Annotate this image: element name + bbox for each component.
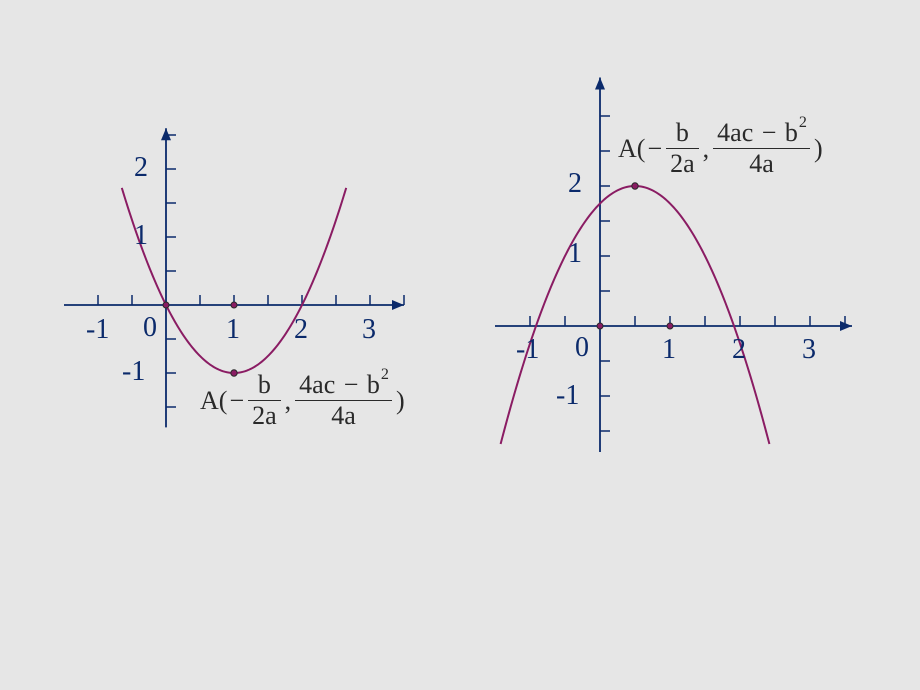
- x-tick-label: 2: [294, 314, 308, 346]
- exponent: 2: [799, 114, 807, 131]
- origin-label: 0: [575, 332, 589, 364]
- numerator: 4ac − b2: [713, 118, 810, 148]
- num-part: b: [367, 370, 380, 399]
- left-parabola-plot: [0, 0, 460, 520]
- right-plot-svg: [440, 0, 920, 540]
- y-tick-label: 1: [568, 238, 582, 270]
- numerator: b: [254, 370, 275, 400]
- y-tick-label: 1: [134, 220, 148, 252]
- fraction: 4ac − b2 4a: [713, 118, 810, 179]
- exponent: 2: [381, 366, 389, 383]
- figure-canvas: { "background_color": "#e6e6e6", "corner…: [0, 0, 920, 690]
- y-tick-label: 2: [134, 152, 148, 184]
- numerator: 4ac − b2: [295, 370, 392, 400]
- denominator: 2a: [666, 149, 699, 179]
- x-tick-label: 1: [226, 314, 240, 346]
- x-tick-label: 3: [802, 334, 816, 366]
- right-parabola-plot: [440, 0, 920, 540]
- origin-label: 0: [143, 312, 157, 344]
- label-comma: ,: [703, 136, 710, 162]
- y-tick-label: -1: [122, 356, 145, 388]
- y-tick-label: 2: [568, 168, 582, 200]
- y-tick-label: -1: [556, 380, 579, 412]
- label-minus: −: [229, 388, 244, 414]
- denominator: 4a: [327, 401, 360, 431]
- denominator: 4a: [745, 149, 778, 179]
- x-tick-label: -1: [516, 334, 539, 366]
- num-part: b: [785, 118, 798, 147]
- x-tick-label: 1: [662, 334, 676, 366]
- vertex-formula-right: A( − b 2a , 4ac − b2 4a ): [618, 118, 823, 179]
- fraction: b 2a: [248, 370, 281, 431]
- num-part: 4ac: [717, 118, 753, 147]
- x-tick-label: -1: [86, 314, 109, 346]
- fraction: b 2a: [666, 118, 699, 179]
- label-suffix: ): [396, 388, 405, 414]
- label-minus: −: [647, 136, 662, 162]
- label-comma: ,: [285, 388, 292, 414]
- label-suffix: ): [814, 136, 823, 162]
- num-minus: −: [760, 118, 779, 147]
- left-plot-svg: [0, 0, 460, 520]
- x-tick-label: 2: [732, 334, 746, 366]
- x-tick-label: 3: [362, 314, 376, 346]
- fraction: 4ac − b2 4a: [295, 370, 392, 431]
- num-minus: −: [342, 370, 361, 399]
- denominator: 2a: [248, 401, 281, 431]
- numerator: b: [672, 118, 693, 148]
- label-prefix: A(: [200, 388, 227, 414]
- num-part: 4ac: [299, 370, 335, 399]
- label-prefix: A(: [618, 136, 645, 162]
- vertex-formula-left: A( − b 2a , 4ac − b2 4a ): [200, 370, 405, 431]
